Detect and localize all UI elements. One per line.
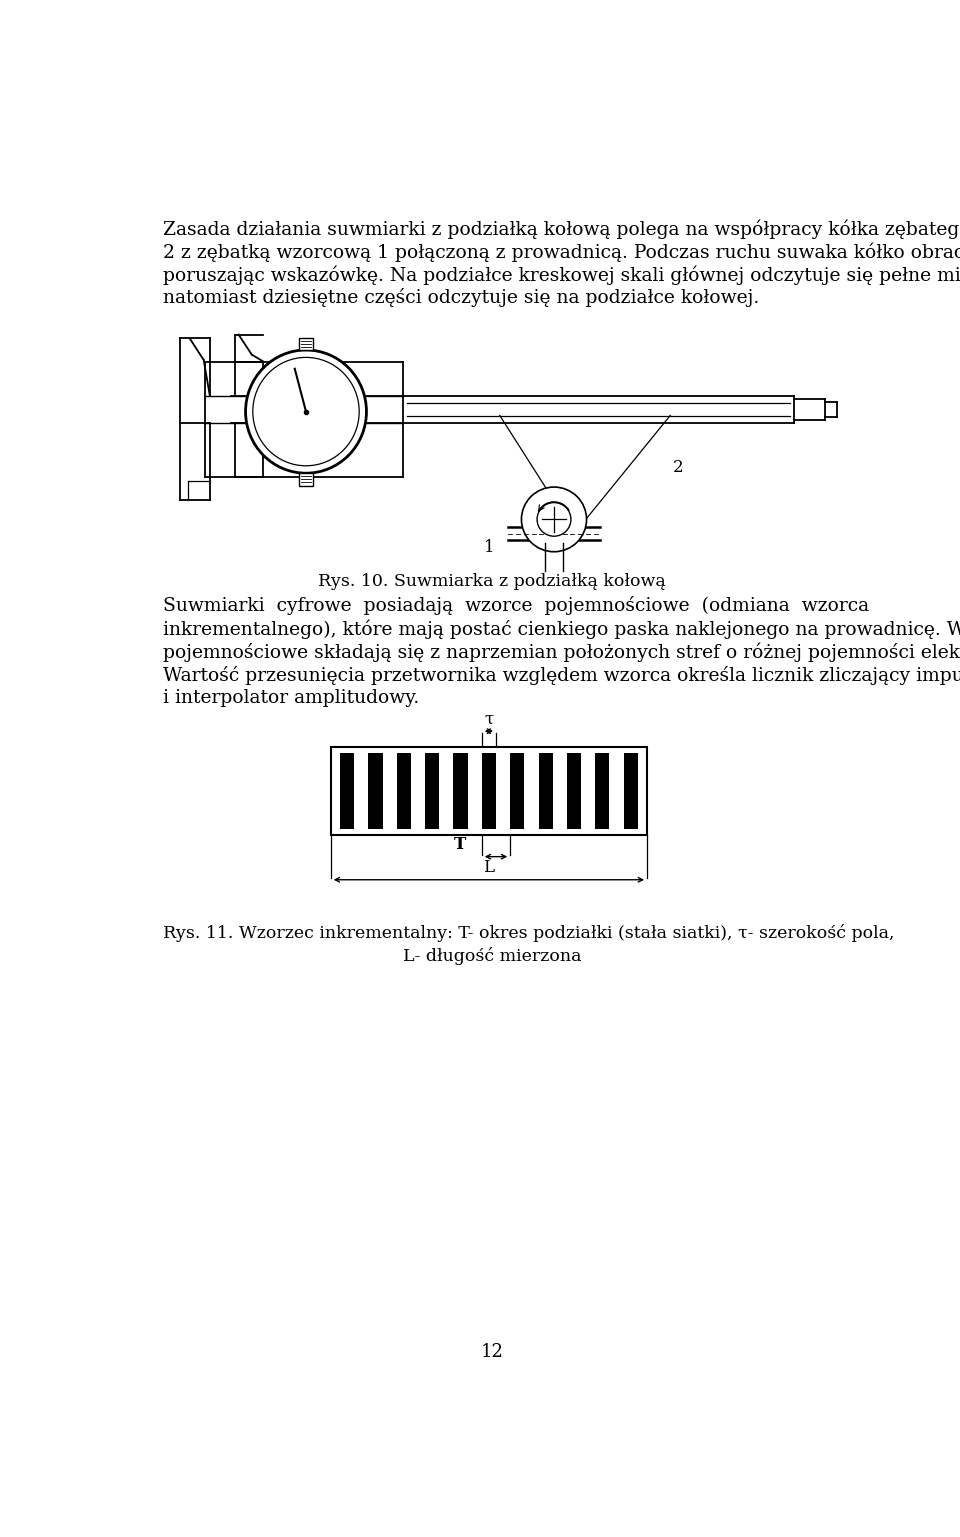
Bar bbox=[453, 753, 468, 828]
Ellipse shape bbox=[246, 350, 367, 473]
Bar bbox=[595, 753, 610, 828]
Text: natomiast dziesiętne części odczytuje się na podziałce kołowej.: natomiast dziesiętne części odczytuje si… bbox=[162, 289, 758, 307]
Bar bbox=[396, 753, 411, 828]
Text: τ: τ bbox=[484, 710, 493, 727]
Bar bbox=[425, 753, 440, 828]
Bar bbox=[340, 753, 354, 828]
Bar bbox=[299, 338, 313, 350]
Bar bbox=[331, 747, 647, 835]
Text: Wartość przesunięcia przetwornika względem wzorca określa licznik zliczający imp: Wartość przesunięcia przetwornika względ… bbox=[162, 666, 960, 684]
Bar bbox=[539, 753, 553, 828]
Bar bbox=[624, 753, 637, 828]
Text: inkrementalnego), które mają postać cienkiego paska naklejonego na prowadnicę. W: inkrementalnego), które mają postać cien… bbox=[162, 619, 960, 639]
Text: T: T bbox=[454, 836, 467, 853]
Bar bbox=[482, 753, 496, 828]
Text: Rys. 10. Suwmiarka z podziałką kołową: Rys. 10. Suwmiarka z podziałką kołową bbox=[318, 572, 666, 590]
Text: 12: 12 bbox=[481, 1343, 503, 1362]
Circle shape bbox=[537, 503, 571, 536]
Text: Suwmiarki  cyfrowe  posiadają  wzorce  pojemnościowe  (odmiana  wzorca: Suwmiarki cyfrowe posiadają wzorce pojem… bbox=[162, 596, 869, 615]
Ellipse shape bbox=[252, 358, 359, 466]
Text: L: L bbox=[484, 859, 494, 876]
Text: Zasada działania suwmiarki z podziałką kołową polega na współpracy kółka zębateg: Zasada działania suwmiarki z podziałką k… bbox=[162, 220, 960, 238]
Text: poruszając wskazówkę. Na podziałce kreskowej skali głównej odczytuje się pełne m: poruszając wskazówkę. Na podziałce kresk… bbox=[162, 266, 960, 284]
Bar bbox=[566, 753, 581, 828]
Text: i interpolator amplitudowy.: i interpolator amplitudowy. bbox=[162, 689, 419, 707]
Bar bbox=[369, 753, 383, 828]
Text: 1: 1 bbox=[484, 538, 494, 556]
Text: Rys. 11. Wzorzec inkrementalny: T- okres podziałki (stała siatki), τ- szerokość : Rys. 11. Wzorzec inkrementalny: T- okres… bbox=[162, 924, 894, 942]
Text: L- długość mierzona: L- długość mierzona bbox=[403, 947, 581, 965]
Circle shape bbox=[521, 487, 587, 552]
Text: pojemnościowe składają się z naprzemian położonych stref o różnej pojemności ele: pojemnościowe składają się z naprzemian … bbox=[162, 642, 960, 662]
Text: 2: 2 bbox=[673, 458, 684, 475]
Bar bbox=[510, 753, 524, 828]
Text: 2 z zębatką wzorcową 1 połączoną z prowadnicą. Podczas ruchu suwaka kółko obraca: 2 z zębatką wzorcową 1 połączoną z prowa… bbox=[162, 243, 960, 261]
Bar bbox=[299, 473, 313, 486]
